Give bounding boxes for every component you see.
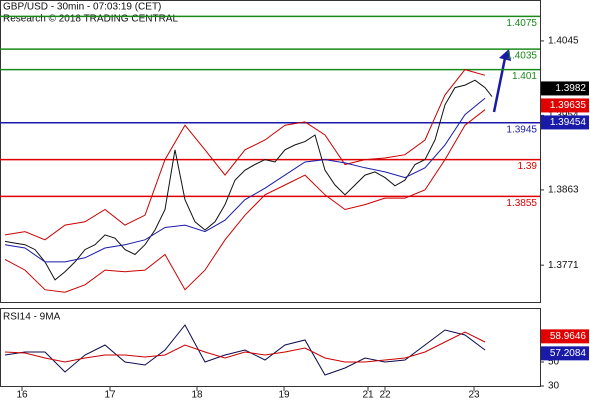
y-tick-label: 1.4045 (548, 36, 579, 47)
price-tag-label: 1.39635 (550, 100, 587, 111)
price-tag (541, 346, 589, 361)
forecast-arrow (492, 57, 507, 113)
series-line (4, 69, 486, 241)
series-line (4, 331, 486, 363)
price-tag (541, 81, 589, 96)
price-tag-label: 58.9646 (550, 331, 587, 342)
level-label: 1.3945 (506, 124, 537, 135)
x-tick-label: 23 (468, 390, 480, 400)
x-tick-label: 21 (362, 390, 374, 400)
rsi-panel (0, 308, 541, 387)
forecast-arrow-head (499, 49, 511, 61)
price-tag-label: 1.3982 (555, 83, 586, 94)
series-line (4, 324, 486, 376)
chart-subtitle: Research © 2018 TRADING CENTRAL (3, 14, 178, 25)
price-tag-label: 57.2084 (550, 348, 587, 359)
price-tag (541, 98, 589, 113)
x-tick-label: 16 (16, 390, 28, 400)
x-tick-label: 17 (104, 390, 116, 400)
rsi-title: RSI14 - 9MA (3, 312, 61, 323)
x-tick-label: 18 (191, 390, 203, 400)
y-tick-label: 1.3863 (548, 185, 579, 196)
level-label: 1.4035 (506, 51, 537, 62)
y-tick-label: 30 (548, 381, 560, 392)
price-tag (541, 115, 589, 130)
series-line (4, 97, 486, 263)
series-line (4, 109, 486, 293)
price-tag-label: 1.39454 (550, 117, 587, 128)
main-panel (0, 0, 541, 303)
series-line (4, 79, 493, 281)
level-label: 1.39 (518, 161, 538, 172)
y-tick-label: 1.3771 (548, 260, 579, 271)
price-tag (541, 329, 589, 344)
level-label: 1.4075 (506, 18, 537, 29)
y-tick-label: 50 (548, 357, 560, 368)
chart-title: GBP/USD - 30min - 07:03:19 (CET) (3, 2, 161, 13)
x-tick-label: 19 (278, 390, 290, 400)
level-label: 1.3855 (506, 198, 537, 209)
x-tick-label: 22 (379, 390, 391, 400)
level-label: 1.401 (512, 71, 537, 82)
